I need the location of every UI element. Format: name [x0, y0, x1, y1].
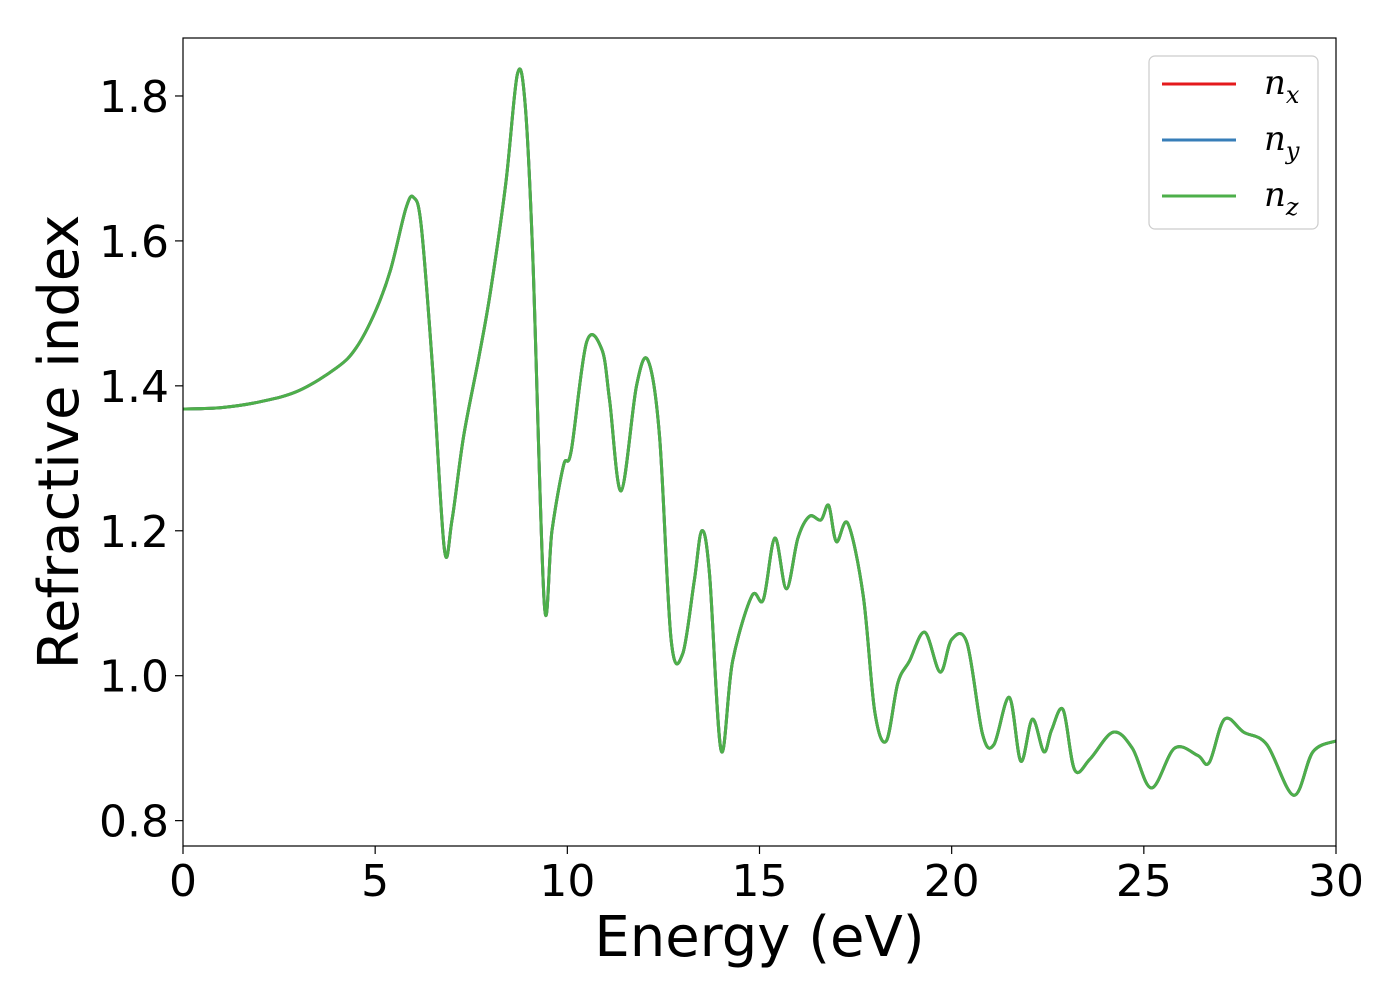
- legend-label-nx: nx: [1264, 63, 1300, 109]
- y-tick-label: 1.8: [99, 72, 169, 123]
- legend-label-base: n: [1264, 175, 1286, 215]
- x-tick-label: 30: [1308, 856, 1364, 907]
- x-tick-label: 20: [924, 856, 980, 907]
- y-axis-ticks: 0.8 1.0 1.2 1.4 1.6 1.8: [99, 72, 183, 848]
- legend-label-base: n: [1264, 63, 1286, 103]
- x-tick-label: 10: [539, 856, 595, 907]
- x-tick-label: 25: [1116, 856, 1172, 907]
- y-tick-label: 0.8: [99, 797, 169, 848]
- x-tick-label: 15: [732, 856, 788, 907]
- y-axis-label: Refractive index: [27, 215, 92, 670]
- x-tick-label: 0: [169, 856, 197, 907]
- legend-label-subscript: x: [1286, 81, 1300, 109]
- legend-label-nz: nz: [1264, 175, 1299, 221]
- y-tick-label: 1.0: [99, 652, 169, 703]
- legend-label-ny: ny: [1264, 119, 1300, 165]
- y-tick-label: 1.4: [99, 362, 169, 413]
- x-axis-ticks: 0 5 10 15 20 25 30: [169, 846, 1364, 907]
- legend-label-subscript: y: [1285, 137, 1300, 165]
- x-tick-label: 5: [361, 856, 389, 907]
- legend-label-subscript: z: [1285, 193, 1299, 221]
- x-axis-label: Energy (eV): [594, 905, 924, 970]
- legend-box: [1148, 55, 1319, 230]
- legend-label-base: n: [1264, 119, 1286, 159]
- series-layer: [183, 67, 1336, 797]
- series-line-nz: [183, 67, 1336, 797]
- y-tick-label: 1.6: [99, 217, 169, 268]
- y-tick-label: 1.2: [99, 507, 169, 558]
